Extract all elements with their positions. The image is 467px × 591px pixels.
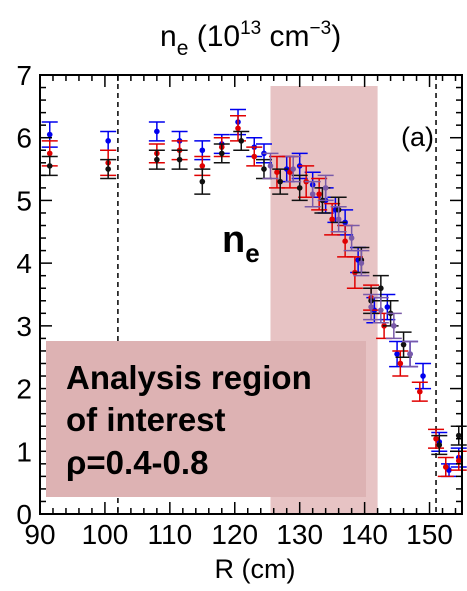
dashed-reference-lines bbox=[117, 75, 437, 514]
title-sub: e bbox=[177, 37, 189, 60]
x-tick-label: 150 bbox=[406, 519, 453, 550]
data-point bbox=[455, 432, 462, 439]
y-tick-label: 6 bbox=[16, 123, 32, 154]
series-3 bbox=[262, 152, 419, 368]
data-point bbox=[420, 373, 426, 379]
plot-frame bbox=[39, 74, 463, 515]
data-point bbox=[455, 457, 462, 464]
data-point bbox=[417, 388, 423, 395]
y-tick-label: 5 bbox=[16, 185, 32, 216]
x-axis-label: R (cm) bbox=[215, 554, 296, 584]
data-point bbox=[384, 304, 391, 310]
title-unit-mid: cm bbox=[261, 20, 309, 53]
data-point bbox=[296, 185, 303, 191]
data-point bbox=[316, 191, 322, 197]
x-tick-label: 140 bbox=[341, 519, 388, 550]
data-point bbox=[277, 178, 284, 185]
data-point bbox=[261, 166, 267, 172]
data-point bbox=[309, 191, 316, 197]
data-point bbox=[105, 138, 111, 144]
title-unit-exp2: −3 bbox=[310, 18, 332, 39]
data-point bbox=[335, 216, 342, 223]
data-point bbox=[329, 216, 335, 223]
data-point bbox=[290, 166, 297, 172]
data-point bbox=[378, 307, 384, 313]
data-point bbox=[46, 163, 53, 169]
title-main: n bbox=[160, 20, 177, 53]
data-point bbox=[46, 150, 53, 157]
data-point bbox=[274, 169, 280, 176]
data-point bbox=[397, 360, 404, 367]
series-label: ne bbox=[222, 219, 260, 268]
y-tick-label: 4 bbox=[16, 248, 32, 279]
title-unit-open: (10 bbox=[188, 20, 240, 53]
data-point bbox=[348, 235, 355, 241]
data-point bbox=[391, 323, 397, 329]
y-tick-label: 1 bbox=[16, 436, 32, 467]
series-1 bbox=[41, 115, 467, 478]
data-point bbox=[342, 238, 348, 244]
data-point bbox=[400, 341, 407, 348]
data-point bbox=[407, 351, 413, 357]
title-unit-exp: 13 bbox=[240, 18, 261, 39]
data-point bbox=[46, 131, 53, 138]
data-point bbox=[105, 166, 111, 172]
x-tick-label: 90 bbox=[24, 519, 55, 550]
data-point bbox=[433, 435, 439, 442]
data-point bbox=[218, 150, 225, 157]
series-label-main: n bbox=[222, 219, 245, 261]
data-point bbox=[358, 260, 365, 266]
x-tick-label: 110 bbox=[148, 519, 193, 550]
title-unit-close: ) bbox=[331, 20, 341, 53]
axis-tick-labels: 90 100 110 120 130 140 150 0 1 2 3 4 5 6 7 bbox=[16, 60, 452, 550]
callout-line-2: of interest bbox=[66, 401, 226, 438]
data-point bbox=[235, 125, 241, 132]
data-point bbox=[267, 163, 274, 169]
data-point bbox=[442, 464, 449, 470]
y-tick-label: 0 bbox=[16, 499, 32, 530]
data-point bbox=[238, 138, 245, 144]
data-point bbox=[199, 178, 206, 185]
callout-line-3: ρ=0.4-0.8 bbox=[66, 444, 208, 481]
data-point bbox=[154, 156, 160, 163]
y-tick-label: 3 bbox=[16, 311, 32, 342]
x-tick-label: 120 bbox=[211, 519, 258, 550]
data-point bbox=[199, 147, 206, 154]
data-point bbox=[378, 285, 384, 292]
data-point bbox=[199, 163, 206, 169]
data-point bbox=[154, 128, 160, 135]
data-point bbox=[436, 442, 443, 448]
axis-ticks bbox=[39, 74, 462, 515]
data-point bbox=[322, 185, 329, 191]
data-point bbox=[394, 351, 400, 357]
data-point bbox=[368, 304, 374, 310]
callout-line-1: Analysis region bbox=[66, 359, 312, 396]
data-point bbox=[176, 156, 183, 163]
data-point bbox=[251, 153, 258, 160]
chart-title: ne (1013 cm−3) bbox=[160, 18, 341, 60]
series-label-sub: e bbox=[245, 238, 259, 268]
data-series bbox=[41, 108, 467, 478]
analysis-region-callout bbox=[46, 341, 366, 497]
y-tick-label: 7 bbox=[16, 60, 32, 91]
panel-label: (a) bbox=[401, 122, 434, 152]
x-tick-label: 130 bbox=[276, 519, 323, 550]
y-tick-label: 2 bbox=[16, 374, 32, 405]
x-tick-label: 100 bbox=[82, 519, 129, 550]
